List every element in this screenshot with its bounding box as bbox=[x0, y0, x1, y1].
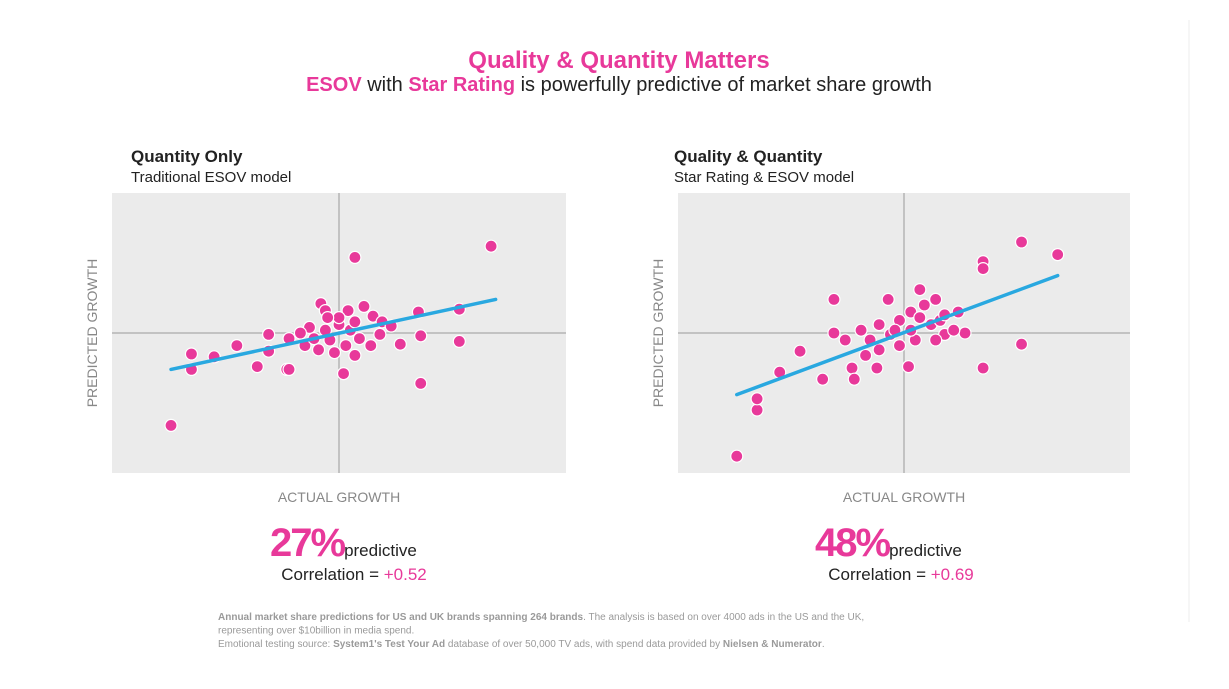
subtitle-part: ESOV bbox=[306, 74, 362, 96]
point bbox=[373, 327, 387, 341]
point bbox=[913, 283, 927, 297]
point bbox=[976, 262, 990, 276]
point bbox=[311, 343, 326, 357]
correlation-value: +0.52 bbox=[384, 565, 427, 584]
point bbox=[929, 292, 943, 306]
chart-title: Quantity Only bbox=[131, 147, 243, 166]
footnote-part: System1's Test Your Ad bbox=[333, 639, 445, 650]
footnote: Annual market share predictions for US a… bbox=[218, 612, 864, 650]
point bbox=[230, 339, 244, 353]
result-word: predictive bbox=[889, 541, 962, 560]
point bbox=[393, 337, 407, 351]
x-axis-label: ACTUAL GROWTH bbox=[278, 489, 400, 505]
footnote-part: Emotional testing source: bbox=[218, 639, 333, 650]
point bbox=[332, 311, 346, 325]
subtitle-part: Star Rating bbox=[408, 74, 515, 96]
point bbox=[816, 372, 830, 386]
point bbox=[364, 339, 378, 353]
point bbox=[750, 403, 764, 417]
point bbox=[917, 298, 931, 312]
point bbox=[341, 304, 355, 318]
point bbox=[750, 392, 764, 406]
x-axis-label: ACTUAL GROWTH bbox=[843, 489, 965, 505]
point bbox=[1051, 248, 1065, 262]
point bbox=[484, 239, 498, 253]
point bbox=[352, 332, 367, 346]
point bbox=[976, 361, 990, 375]
point bbox=[872, 318, 886, 332]
point bbox=[321, 311, 335, 325]
footnote-part: . bbox=[822, 639, 825, 650]
trend-line bbox=[735, 273, 1060, 397]
point bbox=[327, 346, 342, 360]
point bbox=[452, 334, 466, 348]
point bbox=[827, 326, 841, 340]
point bbox=[929, 333, 943, 347]
point bbox=[901, 360, 916, 374]
point bbox=[293, 326, 308, 340]
correlation-label: Correlation = bbox=[828, 565, 931, 584]
result-percent: 48% bbox=[815, 521, 890, 565]
point bbox=[348, 315, 362, 329]
chart-subtitle: Star Rating & ESOV model bbox=[674, 169, 854, 186]
point bbox=[913, 311, 927, 325]
point bbox=[892, 339, 907, 353]
point bbox=[250, 360, 264, 374]
result-correlation: Correlation = +0.69 bbox=[828, 565, 974, 584]
point bbox=[164, 418, 178, 432]
point bbox=[827, 292, 841, 306]
point bbox=[872, 343, 886, 357]
point bbox=[947, 323, 961, 337]
point bbox=[730, 449, 744, 463]
point bbox=[339, 339, 353, 353]
point bbox=[845, 361, 859, 375]
point bbox=[1014, 337, 1029, 351]
y-axis-label: PREDICTED GROWTH bbox=[650, 259, 666, 408]
correlation-value: +0.69 bbox=[931, 565, 974, 584]
point bbox=[881, 292, 895, 306]
footnote-part: Annual market share predictions for US a… bbox=[218, 612, 584, 623]
result-headline: 48%predictive bbox=[815, 521, 962, 565]
point bbox=[858, 348, 873, 362]
point bbox=[282, 362, 296, 376]
point bbox=[336, 367, 351, 381]
result-percent: 27% bbox=[270, 521, 345, 565]
charts: Quantity Only Traditional ESOV model ACTUA… bbox=[84, 147, 1130, 584]
footnote-part: representing over $10billion in media sp… bbox=[218, 626, 414, 637]
footnote-part: Nielsen & Numerator bbox=[723, 639, 822, 650]
chart-title: Quality & Quantity bbox=[674, 147, 823, 166]
footnote-part: . The analysis is based on over 4000 ads… bbox=[583, 612, 864, 623]
subtitle-part: is powerfully predictive of market share… bbox=[515, 74, 932, 96]
point bbox=[414, 329, 428, 343]
point bbox=[357, 299, 371, 313]
correlation-label: Correlation = bbox=[281, 565, 384, 584]
point bbox=[184, 347, 199, 361]
result-headline: 27%predictive bbox=[270, 521, 417, 565]
footnote-part: database of over 50,000 TV ads, with spe… bbox=[445, 639, 723, 650]
trend-line bbox=[169, 297, 498, 372]
point bbox=[870, 361, 884, 375]
result-word: predictive bbox=[344, 541, 417, 560]
point bbox=[348, 250, 362, 264]
point bbox=[1014, 235, 1029, 249]
subtitle-part: with bbox=[362, 74, 409, 96]
point bbox=[854, 323, 868, 337]
result-correlation: Correlation = +0.52 bbox=[281, 565, 427, 584]
slide-subtitle: ESOV with Star Rating is powerfully pred… bbox=[306, 74, 932, 96]
point bbox=[793, 344, 807, 358]
point bbox=[414, 376, 428, 390]
point bbox=[958, 326, 972, 340]
point bbox=[838, 333, 852, 347]
point bbox=[348, 348, 362, 362]
slide-title: Quality & Quantity Matters bbox=[468, 47, 769, 74]
y-axis-label: PREDICTED GROWTH bbox=[84, 259, 100, 408]
point bbox=[847, 372, 861, 386]
point bbox=[262, 327, 276, 341]
chart-subtitle: Traditional ESOV model bbox=[131, 169, 291, 186]
